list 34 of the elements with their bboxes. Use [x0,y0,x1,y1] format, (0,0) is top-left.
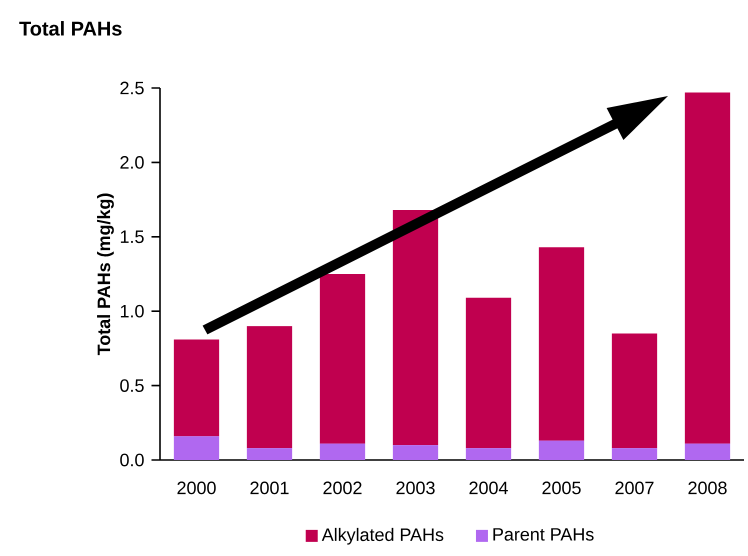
bar [320,274,366,444]
y-tick-label: 1.0 [120,304,144,318]
x-tick-label: 2003 [396,482,435,494]
y-tick-label: 2.5 [120,82,144,94]
legend-label: Parent PAHs [493,528,594,541]
legend-label: Alkylated PAHs [322,528,444,545]
x-tick-label: 2005 [542,482,581,494]
bar [246,326,292,448]
x-tick-label: 2004 [469,482,508,494]
x-tick-label: 2002 [323,482,362,494]
y-tick-label: 2.0 [120,156,144,169]
chart-title: Total PAHs [19,21,122,36]
y-axis-title: Total PAHs (mg/kg) [97,194,114,356]
y-tick-label: 0.0 [120,454,144,466]
bar [466,298,512,448]
x-tick-label: 2001 [250,482,289,494]
y-tick-label: 0.5 [120,379,144,392]
bar [612,334,658,448]
bar [612,448,658,460]
bar [538,440,584,460]
bar [246,448,292,460]
bar [466,448,512,460]
bar [684,92,730,444]
bar [320,444,366,460]
y-tick-label: 1.5 [120,230,144,244]
bar [174,436,220,460]
bar [538,247,584,441]
bar [174,339,220,436]
bar [684,444,730,460]
bar [392,210,438,446]
x-tick-label: 2000 [177,482,216,494]
x-tick-label: 2007 [615,482,654,494]
bar [392,445,438,460]
x-tick-label: 2008 [688,482,727,494]
